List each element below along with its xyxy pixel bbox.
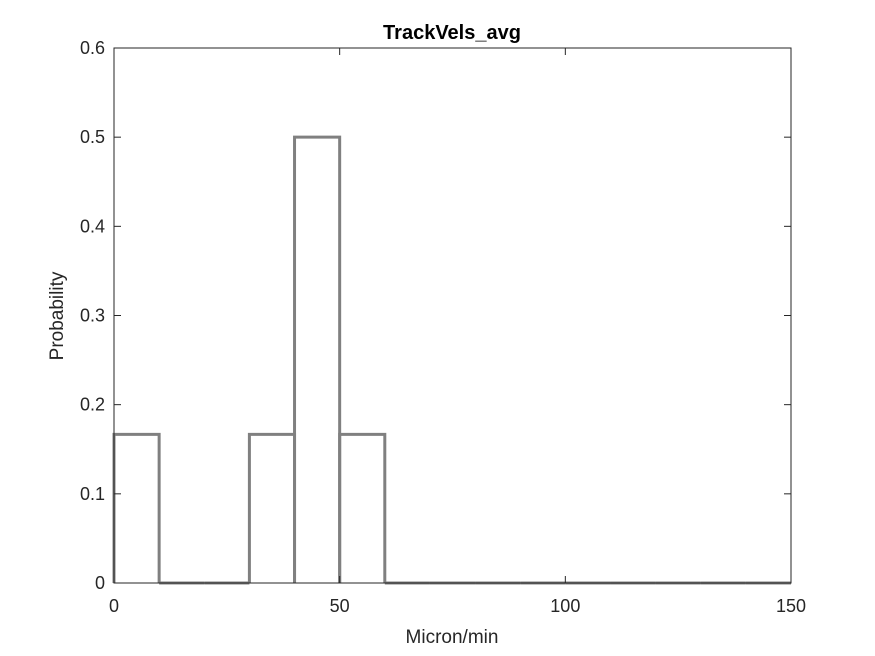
y-tick-label: 0.1 [80, 484, 105, 504]
histogram-bar [293, 135, 342, 583]
x-tick-label: 150 [776, 596, 806, 616]
x-axis-label: Micron/min [406, 627, 499, 648]
x-tick-label: 100 [550, 596, 580, 616]
y-tick-label: 0.5 [80, 127, 105, 147]
histogram-bar [338, 432, 387, 583]
x-tick-label: 0 [109, 596, 119, 616]
axis-ticks [113, 47, 792, 584]
y-tick-label: 0.4 [80, 216, 105, 236]
chart-title: TrackVels_avg [383, 22, 521, 44]
y-tick-label: 0.3 [80, 306, 105, 326]
plot-area [114, 48, 791, 583]
y-tick-label: 0.6 [80, 38, 105, 58]
tick-labels: 0 50 100 150 0 0.1 0.2 0.3 0.4 0.5 0.6 [80, 38, 806, 616]
y-axis-label: Probability [47, 271, 68, 360]
y-tick-label: 0.2 [80, 395, 105, 415]
y-tick-label: 0 [95, 573, 105, 593]
x-tick-label: 50 [330, 596, 350, 616]
